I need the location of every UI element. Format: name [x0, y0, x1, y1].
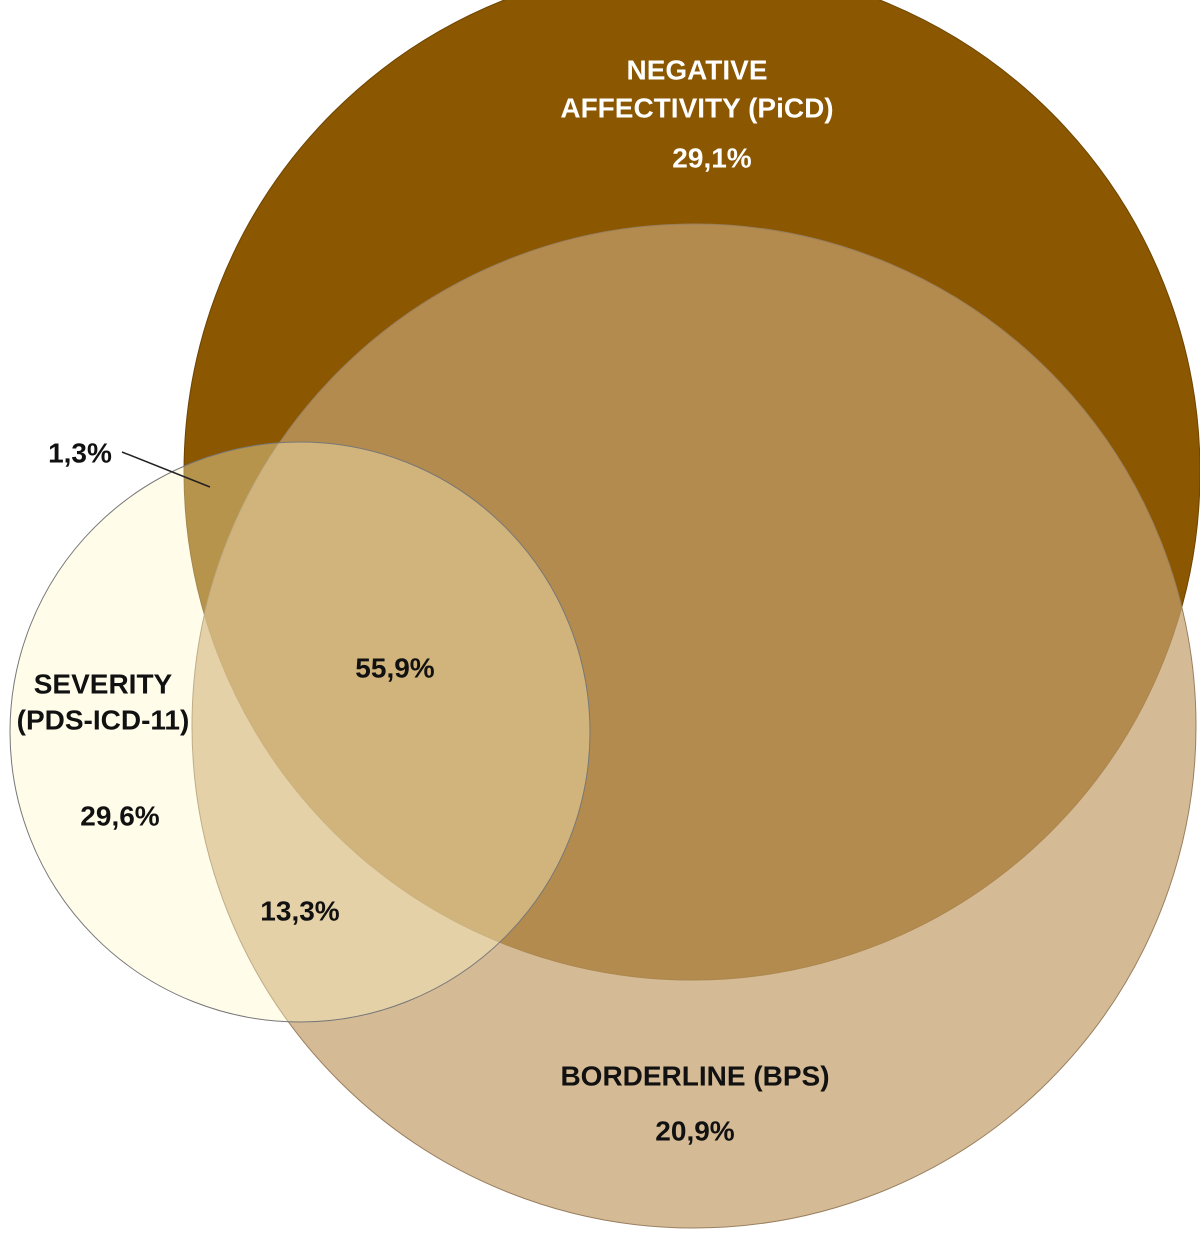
set-value: 29,1% [672, 142, 751, 173]
set-label: BORDERLINE (BPS) [560, 1060, 829, 1091]
set-label: (PDS-ICD-11) [17, 704, 190, 735]
set-label: AFFECTIVITY (PiCD) [560, 92, 833, 123]
borderline-circle [191, 223, 1197, 1229]
set-value: 20,9% [655, 1115, 734, 1146]
region-value: 55,9% [355, 652, 434, 683]
set-label: NEGATIVE [626, 54, 767, 85]
region-value: 13,3% [260, 895, 339, 926]
severity-circle [9, 441, 591, 1023]
leader-line [121, 451, 211, 488]
region-value: 1,3% [48, 437, 112, 468]
set-value: 29,6% [80, 800, 159, 831]
set-label: SEVERITY [34, 668, 173, 699]
